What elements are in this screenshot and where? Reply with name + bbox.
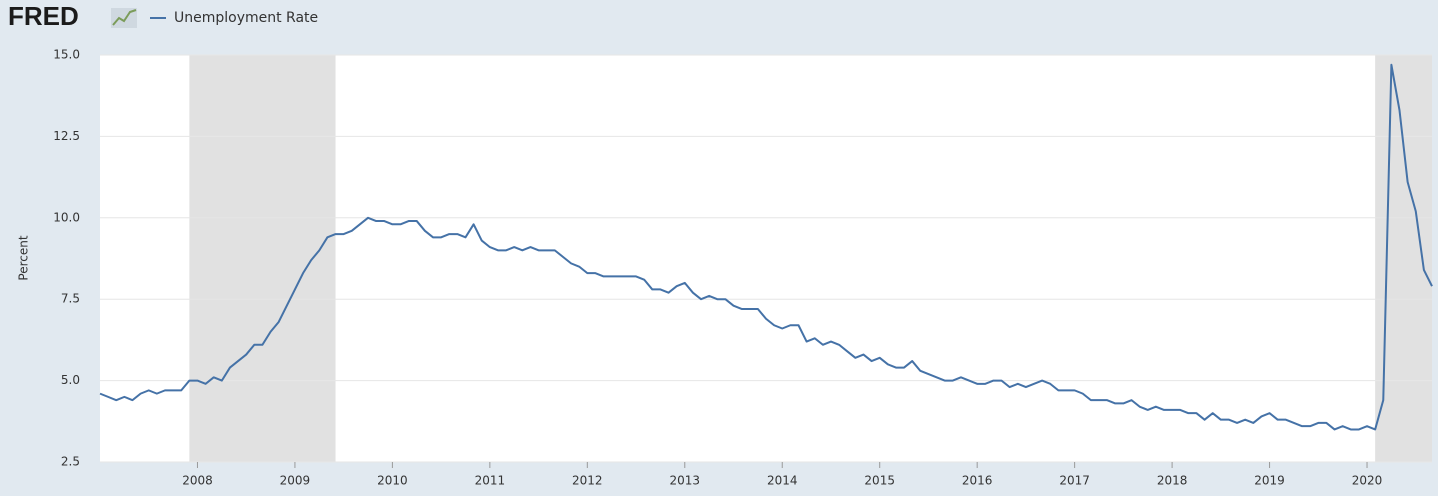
series-line bbox=[99, 63, 1433, 431]
y-tick-label: 7.5 bbox=[61, 292, 80, 306]
x-tick-label: 2013 bbox=[670, 474, 701, 488]
y-tick-label: 15.0 bbox=[53, 48, 80, 62]
y-tick-label: 12.5 bbox=[53, 129, 80, 143]
x-tick-label: 2012 bbox=[572, 474, 603, 488]
y-tick-label: 10.0 bbox=[53, 210, 80, 224]
y-axis-label: Percent bbox=[17, 235, 31, 280]
y-tick-label: 2.5 bbox=[61, 455, 80, 469]
logo: FRED bbox=[8, 1, 79, 31]
x-tick-label: 2008 bbox=[182, 474, 213, 488]
x-tick-label: 2017 bbox=[1059, 474, 1090, 488]
legend-label: Unemployment Rate bbox=[174, 10, 318, 26]
x-tick-label: 2016 bbox=[962, 474, 993, 488]
x-tick-label: 2009 bbox=[280, 474, 311, 488]
x-tick-label: 2011 bbox=[475, 474, 506, 488]
recession-band bbox=[189, 55, 336, 462]
x-tick-label: 2019 bbox=[1254, 474, 1285, 488]
x-tick-label: 2014 bbox=[767, 474, 798, 488]
x-tick-label: 2010 bbox=[377, 474, 408, 488]
x-tick-label: 2020 bbox=[1352, 474, 1383, 488]
y-tick-label: 5.0 bbox=[61, 373, 80, 387]
logo-icon bbox=[111, 8, 137, 28]
x-tick-label: 2015 bbox=[864, 474, 895, 488]
x-tick-label: 2018 bbox=[1157, 474, 1188, 488]
logo-icon-line bbox=[112, 9, 137, 26]
